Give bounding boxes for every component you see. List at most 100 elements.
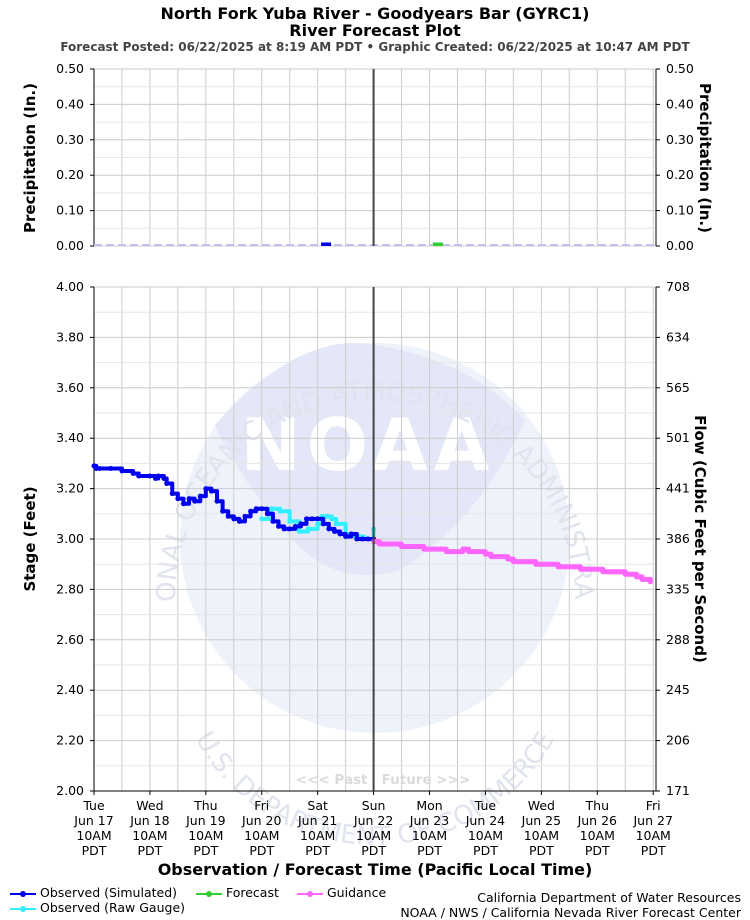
data-point-observed-raw-gauge: [277, 508, 283, 514]
precip-ytick-label-left: 0.40: [56, 96, 84, 111]
credit-line-2: NOAA / NWS / California Nevada River For…: [400, 905, 741, 920]
x-tick-label: Mon Jun 23 10AM PDT: [409, 798, 449, 858]
flow-ylabel-right: Flow (Cubic Feet per Second): [691, 415, 709, 663]
precip-ylabel-left: Precipitation (In.): [21, 83, 39, 233]
x-tick-label-line: Jun 17: [73, 813, 113, 828]
graphic-created: Graphic Created: 06/22/2025 at 10:47 AM …: [378, 40, 690, 54]
data-point-observed-simulated: [231, 516, 237, 522]
x-tick-label-line: PDT: [138, 843, 163, 858]
data-point-guidance: [622, 571, 628, 577]
legend-label-observed-raw: Observed (Raw Gauge): [39, 900, 186, 915]
stage-ytick-label: 3.40: [56, 430, 84, 445]
legend-label-forecast: Forecast: [225, 885, 279, 900]
data-point-observed-simulated: [155, 473, 161, 479]
stage-ytick-label: 2.60: [56, 632, 84, 647]
data-point-guidance: [482, 551, 488, 557]
flow-ytick-label: 501: [666, 430, 690, 445]
data-point-observed-simulated: [359, 536, 365, 542]
flow-ytick-label: 335: [666, 581, 690, 596]
legend-item-forecast: Forecast: [196, 885, 316, 900]
stage-ytick-label: 3.80: [56, 329, 84, 344]
data-point-guidance: [421, 546, 427, 552]
flow-ytick-label: 206: [666, 733, 690, 748]
legend-label-guidance: Guidance: [326, 885, 387, 900]
x-tick-label-line: PDT: [249, 843, 274, 858]
data-point-observed-simulated: [315, 516, 321, 522]
data-point-observed-simulated: [225, 513, 231, 519]
x-tick-label-line: Jun 18: [129, 813, 169, 828]
x-tick-label-line: Wed: [136, 798, 163, 813]
data-point-observed-simulated: [270, 518, 276, 524]
data-point-observed-simulated: [197, 493, 203, 499]
data-point-observed-simulated: [264, 511, 270, 517]
x-tick-label-line: 10AM: [356, 828, 391, 843]
x-tick-label-line: Jun 26: [577, 813, 617, 828]
x-tick-label-line: Thu: [585, 798, 609, 813]
x-tick-label-line: Tue: [474, 798, 497, 813]
x-tick-label-line: 10AM: [524, 828, 559, 843]
x-tick-label-line: PDT: [82, 843, 107, 858]
data-point-guidance: [454, 549, 460, 555]
data-point-guidance: [594, 566, 600, 572]
precip-ytick-label-left: 0.50: [56, 61, 84, 76]
x-tick-label: Tue Jun 24 10AM PDT: [465, 798, 505, 858]
data-point-guidance: [393, 541, 399, 547]
flow-ytick-label: 441: [666, 481, 690, 496]
x-tick-label-line: 10AM: [76, 828, 111, 843]
legend-swatch-observed-raw: [10, 905, 36, 912]
data-point-guidance: [555, 564, 561, 570]
x-tick-label: Tue Jun 17 10AM PDT: [73, 798, 113, 858]
x-tick-label-line: Jun 23: [409, 813, 449, 828]
stage-ytick-label: 2.00: [56, 783, 84, 798]
precip-ytick-label-right: 0.30: [666, 132, 694, 147]
x-tick-label-line: PDT: [417, 843, 442, 858]
stage-ytick-label: 2.80: [56, 581, 84, 596]
data-point-observed-simulated: [309, 516, 315, 522]
data-point-guidance: [572, 564, 578, 570]
data-point-observed-simulated: [136, 473, 142, 479]
x-axis-label: Observation / Forecast Time (Pacific Loc…: [158, 860, 593, 879]
data-point-guidance: [460, 546, 466, 552]
precip-bar: [432, 242, 443, 246]
stage-ytick-label: 2.40: [56, 682, 84, 697]
precip-ytick-label-left: 0.30: [56, 132, 84, 147]
x-tick-label-line: Jun 20: [241, 813, 281, 828]
stage-ytick-label: 3.00: [56, 531, 84, 546]
data-point-observed-simulated: [253, 506, 259, 512]
stage-ytick-label: 3.60: [56, 380, 84, 395]
data-point-guidance: [443, 549, 449, 555]
data-point-observed-simulated: [259, 506, 265, 512]
data-point-observed-simulated: [326, 526, 332, 532]
x-tick-label-line: PDT: [305, 843, 330, 858]
data-point-observed-simulated: [236, 518, 242, 524]
flow-ytick-label: 245: [666, 682, 690, 697]
precip-ylabel-right: Precipitation (In.): [696, 83, 714, 233]
precip-bar: [321, 242, 332, 246]
x-tick-label-line: PDT: [529, 843, 554, 858]
data-point-observed-simulated: [97, 465, 103, 471]
data-point-observed-simulated: [203, 486, 209, 492]
x-tick-label: Fri Jun 27 10AM PDT: [632, 798, 672, 858]
data-point-observed-simulated: [242, 513, 248, 519]
flow-ytick-label: 708: [666, 279, 690, 294]
data-point-observed-simulated: [320, 521, 326, 527]
stage-ytick-label: 2.20: [56, 733, 84, 748]
x-tick-label-line: Fri: [646, 798, 661, 813]
watermark-bird-shape: [215, 342, 525, 575]
data-point-observed-simulated: [220, 508, 226, 514]
legend-swatch-forecast: [196, 890, 222, 897]
data-point-observed-simulated: [276, 523, 282, 529]
flow-ytick-label: 288: [666, 632, 690, 647]
data-point-guidance: [550, 561, 556, 567]
data-point-observed-simulated: [365, 536, 371, 542]
precip-ytick-label-right: 0.50: [666, 61, 694, 76]
x-tick-label-line: PDT: [473, 843, 498, 858]
x-tick-label: Thu Jun 26 10AM PDT: [577, 798, 617, 858]
x-tick-label-line: Jun 27: [632, 813, 672, 828]
data-point-guidance: [633, 574, 639, 580]
noaa-watermark: NOAA NATIONAL OCEANIC AND ATMOSPHERIC AD…: [0, 0, 598, 852]
watermark-logo-text: NOAA: [241, 403, 496, 487]
x-tick-label-line: Jun 21: [297, 813, 337, 828]
data-point-observed-simulated: [348, 531, 354, 537]
x-tick-label-line: Tue: [82, 798, 105, 813]
